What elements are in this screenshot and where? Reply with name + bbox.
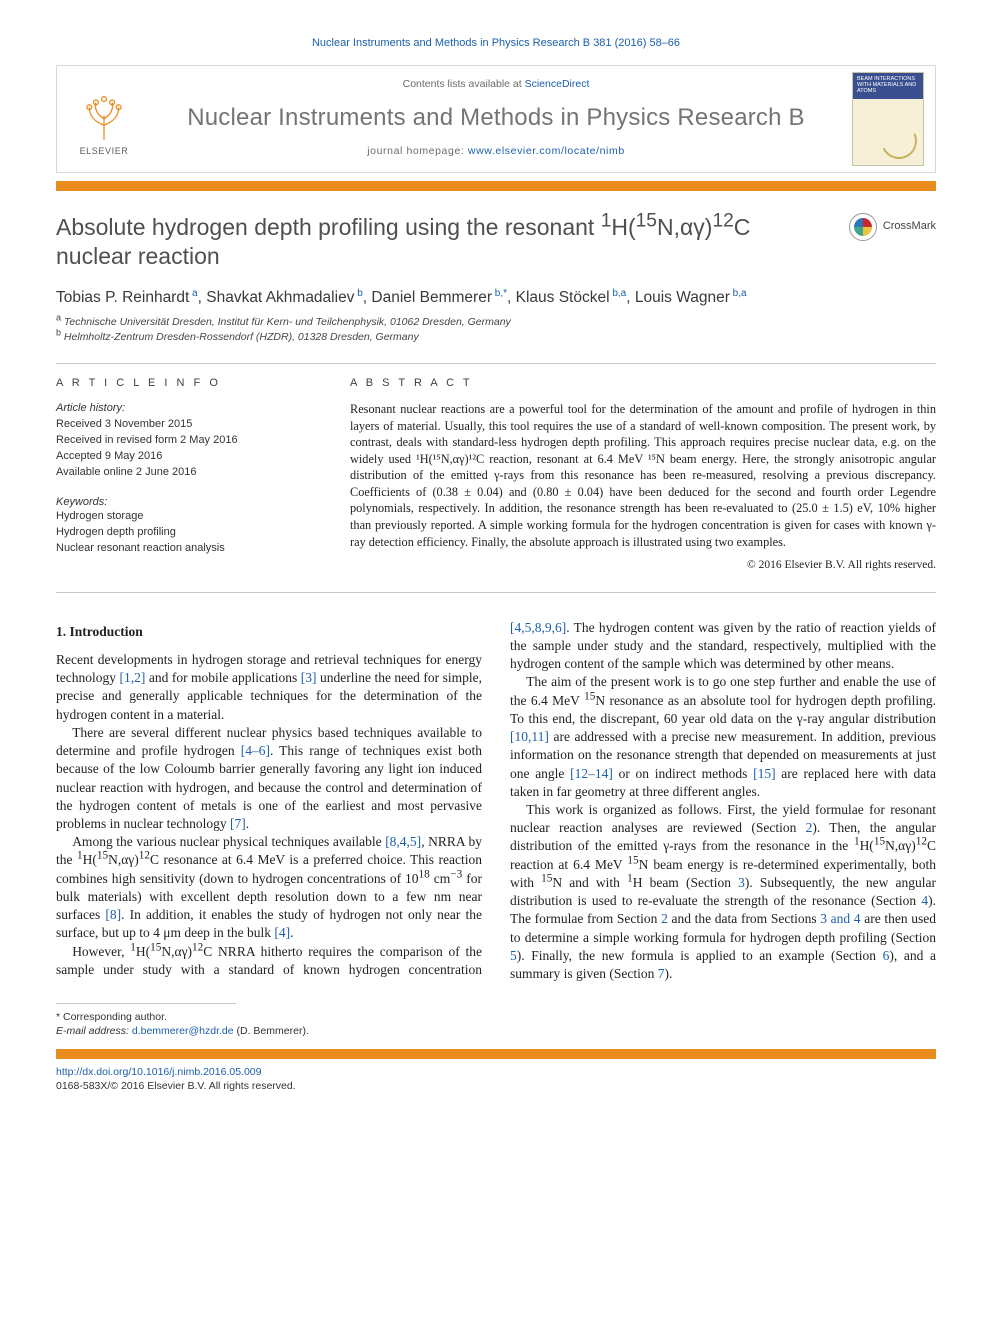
- footnote-rule: [56, 1003, 236, 1004]
- ref-link[interactable]: [8]: [105, 907, 121, 922]
- ref-link[interactable]: 2: [806, 820, 813, 835]
- email-who: (D. Bemmerer).: [237, 1025, 309, 1037]
- article-info-head: A R T I C L E I N F O: [56, 376, 316, 391]
- cover-caption: BEAM INTERACTIONS WITH MATERIALS AND ATO…: [853, 73, 923, 99]
- masthead: ELSEVIER Contents lists available at Sci…: [56, 65, 936, 173]
- divider: [56, 592, 936, 593]
- para: Recent developments in hydrogen storage …: [56, 651, 482, 724]
- crossmark-icon: [849, 213, 877, 241]
- publisher-logo-cell: ELSEVIER: [57, 66, 151, 172]
- elsevier-tree-icon: [78, 91, 130, 143]
- ref-link[interactable]: [4–6]: [241, 743, 270, 758]
- history-label: Article history:: [56, 402, 125, 414]
- crossmark-label: CrossMark: [883, 219, 936, 234]
- email-link[interactable]: d.bemmerer@hzdr.de: [132, 1025, 234, 1037]
- homepage-url[interactable]: www.elsevier.com/locate/nimb: [468, 145, 625, 157]
- sciencedirect-link[interactable]: ScienceDirect: [525, 78, 590, 90]
- affiliation-list: a Technische Universität Dresden, Instit…: [56, 315, 936, 345]
- footer-rule: [56, 1049, 936, 1059]
- crossmark-badge[interactable]: CrossMark: [849, 213, 936, 241]
- journal-title: Nuclear Instruments and Methods in Physi…: [187, 102, 805, 134]
- doi-block: http://dx.doi.org/10.1016/j.nimb.2016.05…: [56, 1065, 936, 1094]
- ref-link[interactable]: 3 and 4: [820, 911, 860, 926]
- ref-link[interactable]: 5: [510, 948, 517, 963]
- abstract-head: A B S T R A C T: [350, 376, 936, 391]
- journal-cover-thumb: BEAM INTERACTIONS WITH MATERIALS AND ATO…: [852, 72, 924, 166]
- ref-link[interactable]: 4: [921, 893, 928, 908]
- ref-link[interactable]: 2: [661, 911, 668, 926]
- ref-link[interactable]: [4]: [274, 925, 290, 940]
- abstract-block: A B S T R A C T Resonant nuclear reactio…: [350, 376, 936, 574]
- para: Among the various nuclear physical techn…: [56, 833, 482, 942]
- keywords-list: Hydrogen storageHydrogen depth profiling…: [56, 509, 316, 557]
- contents-prefix: Contents lists available at: [403, 78, 525, 90]
- abstract-text: Resonant nuclear reactions are a powerfu…: [350, 401, 936, 550]
- ref-link[interactable]: [7]: [230, 816, 246, 831]
- article-info-block: A R T I C L E I N F O Article history: R…: [56, 376, 316, 574]
- body-two-column: 1. Introduction Recent developments in h…: [56, 619, 936, 983]
- keywords-label: Keywords:: [56, 495, 316, 510]
- ref-link[interactable]: [15]: [753, 766, 776, 781]
- contents-line: Contents lists available at ScienceDirec…: [403, 77, 590, 91]
- homepage-prefix: journal homepage:: [367, 145, 468, 157]
- ref-link[interactable]: 3: [738, 875, 745, 890]
- elsevier-logo: ELSEVIER: [69, 81, 139, 157]
- author-list: Tobias P. Reinhardt a, Shavkat Akhmadali…: [56, 288, 936, 309]
- running-citation: Nuclear Instruments and Methods in Physi…: [56, 36, 936, 51]
- para: This work is organized as follows. First…: [510, 801, 936, 983]
- corresponding-author: * Corresponding author. E-mail address: …: [56, 1010, 936, 1038]
- email-label: E-mail address:: [56, 1025, 129, 1037]
- ref-link[interactable]: [8,4,5]: [385, 834, 421, 849]
- masthead-rule: [56, 181, 936, 191]
- section-head-introduction: 1. Introduction: [56, 623, 482, 641]
- issn-line: 0168-583X/© 2016 Elsevier B.V. All right…: [56, 1080, 296, 1092]
- ref-link[interactable]: [10,11]: [510, 729, 549, 744]
- divider: [56, 363, 936, 364]
- journal-cover-cell: BEAM INTERACTIONS WITH MATERIALS AND ATO…: [841, 66, 935, 172]
- para: The aim of the present work is to go one…: [510, 673, 936, 801]
- ref-link[interactable]: [3]: [301, 670, 317, 685]
- article-history: Article history: Received 3 November 201…: [56, 401, 316, 481]
- ref-link[interactable]: [4,5,8,9,6]: [510, 620, 566, 635]
- ref-link[interactable]: 6: [883, 948, 890, 963]
- ref-link[interactable]: [1,2]: [119, 670, 145, 685]
- ref-link[interactable]: 7: [658, 966, 665, 981]
- ref-link[interactable]: [12–14]: [570, 766, 613, 781]
- cover-art-icon: [876, 118, 922, 164]
- corresp-star: * Corresponding author.: [56, 1010, 936, 1024]
- journal-homepage: journal homepage: www.elsevier.com/locat…: [367, 144, 625, 158]
- doi-link[interactable]: http://dx.doi.org/10.1016/j.nimb.2016.05…: [56, 1066, 261, 1078]
- abstract-copyright: © 2016 Elsevier B.V. All rights reserved…: [350, 558, 936, 574]
- publisher-name: ELSEVIER: [80, 145, 129, 157]
- article-title: Absolute hydrogen depth profiling using …: [56, 213, 816, 272]
- para: There are several different nuclear phys…: [56, 724, 482, 833]
